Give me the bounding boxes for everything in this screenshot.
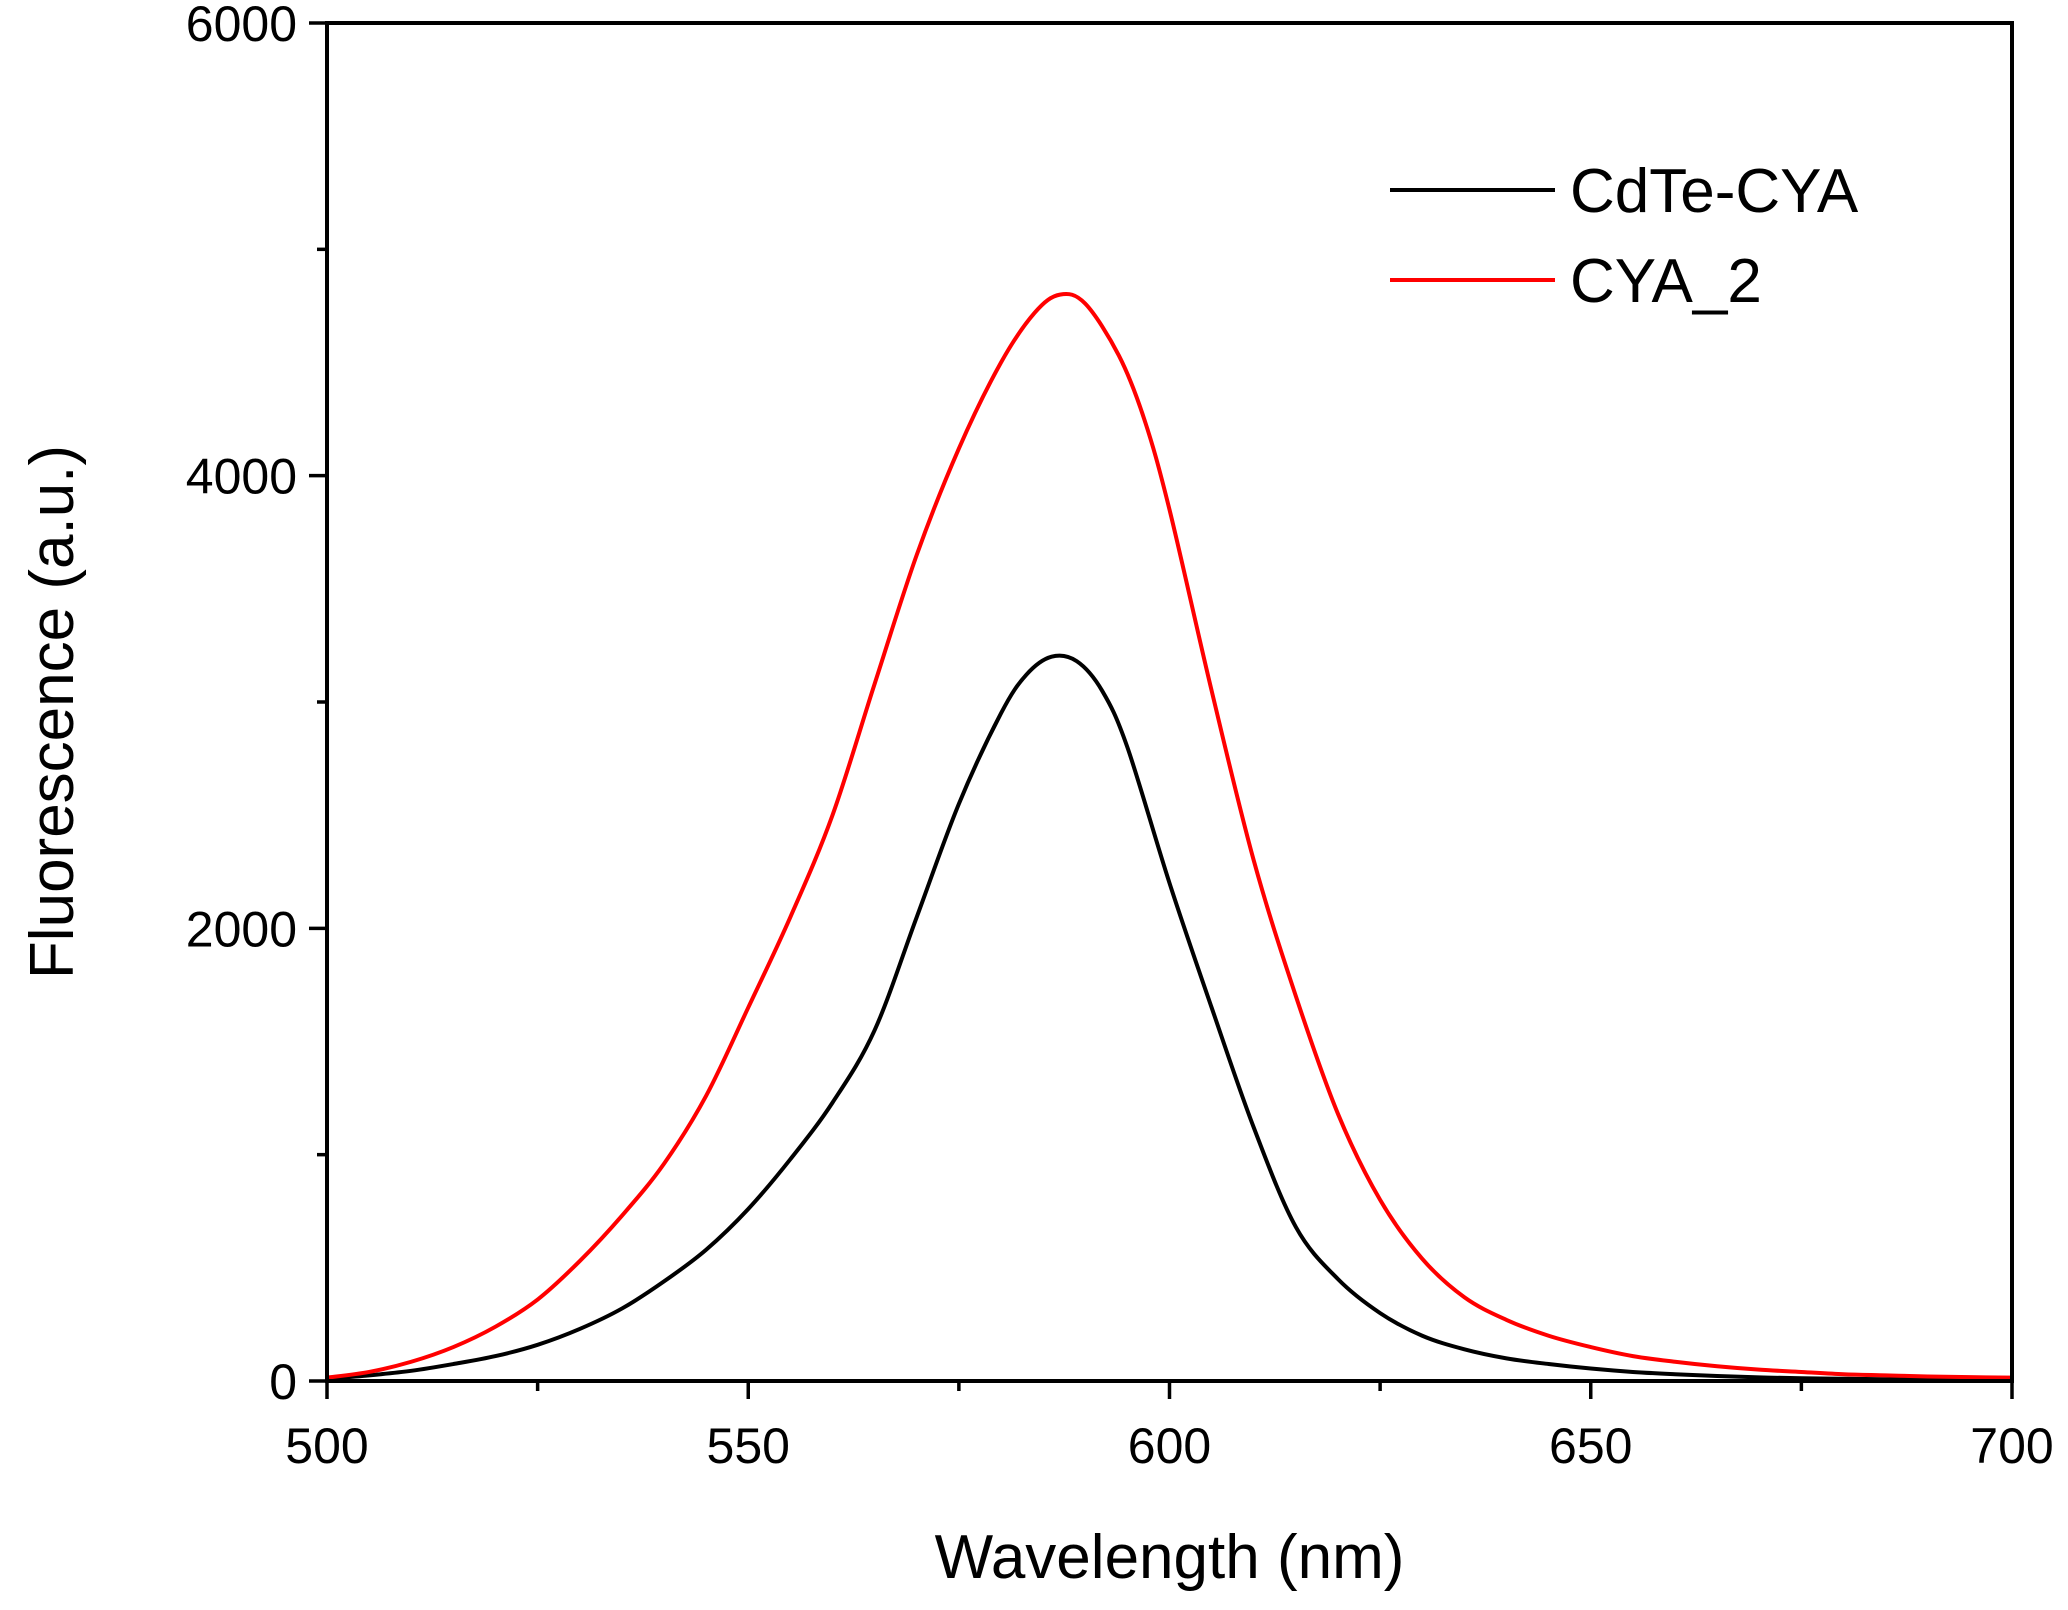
x-tick-label: 700 <box>1970 1418 2053 1474</box>
x-tick-label: 600 <box>1128 1418 1211 1474</box>
y-tick-label: 0 <box>269 1354 297 1410</box>
x-axis-title: Wavelength (nm) <box>935 1523 1405 1592</box>
series-layer <box>325 291 2014 1383</box>
y-tick-label: 2000 <box>186 901 297 957</box>
legend-label-cya-2: CYA_2 <box>1570 247 1762 316</box>
legend: CdTe-CYA CYA_2 <box>1390 157 1859 316</box>
plot-frame <box>325 21 2014 1383</box>
x-tick-label: 550 <box>707 1418 790 1474</box>
axes-layer: 500 550 600 650 700 0 2000 4000 6000 <box>186 0 2054 1474</box>
x-tick-label: 650 <box>1549 1418 1632 1474</box>
legend-label-cdte-cya: CdTe-CYA <box>1570 157 1859 226</box>
x-tick-label: 500 <box>285 1418 368 1474</box>
series-line-cya-2 <box>325 291 2014 1380</box>
y-tick-label: 6000 <box>186 0 297 52</box>
y-tick-label: 4000 <box>186 449 297 505</box>
series-line-cdte-cya <box>325 653 2014 1383</box>
y-axis-title: Fluorescence (a.u.) <box>18 445 87 979</box>
